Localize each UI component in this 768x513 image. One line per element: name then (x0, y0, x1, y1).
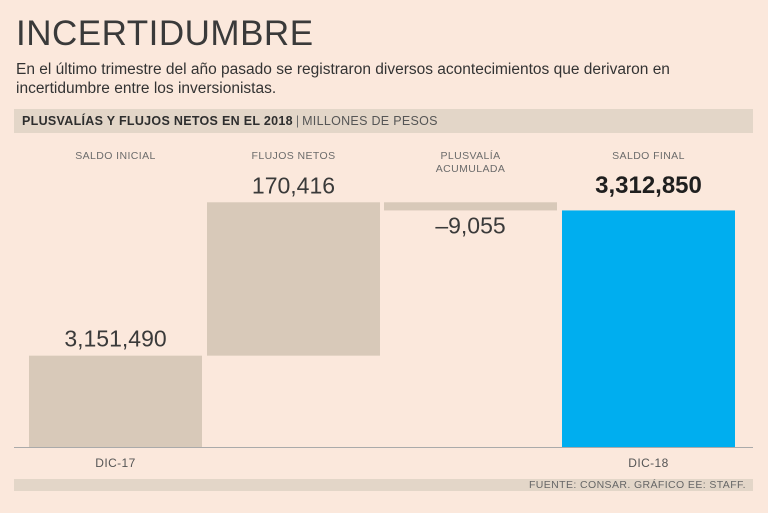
category-label-4: SALDO FINAL (612, 150, 685, 162)
value-label-4: 3,312,850 (595, 172, 702, 199)
category-label-3-line-1: PLUSVALÍA (440, 149, 500, 162)
bar-4 (562, 210, 735, 447)
x-tick-label-4: DIC-18 (628, 456, 668, 470)
source-note: FUENTE: CONSAR. GRÁFICO EE: STAFF. (528, 479, 746, 491)
chart-unit: MILLONES DE PESOS (302, 114, 438, 128)
bar-1 (29, 355, 202, 447)
footer-band (14, 479, 753, 491)
chart-title: PLUSVALÍAS Y FLUJOS NETOS EN EL 2018 (22, 114, 293, 128)
chart-header-text: PLUSVALÍAS Y FLUJOS NETOS EN EL 2018 | MIL… (22, 114, 438, 128)
category-label-3-line-2: ACUMULADA (436, 163, 506, 175)
category-label-2: FLUJOS NETOS (252, 150, 336, 162)
value-label-1: 3,151,490 (64, 326, 166, 352)
value-label-2: 170,416 (252, 172, 335, 198)
x-tick-label-1: DIC-17 (95, 456, 135, 470)
page-subtitle: En el último trimestre del año pasado se… (16, 61, 670, 97)
chart-header-band: PLUSVALÍAS Y FLUJOS NETOS EN EL 2018 | MIL… (14, 109, 753, 133)
bar-3 (384, 202, 557, 211)
chart-title-separator: | (295, 114, 300, 128)
value-label-3: –9,055 (435, 212, 505, 238)
page-title: INCERTIDUMBRE (16, 14, 314, 53)
category-label-1: SALDO INICIAL (75, 150, 155, 162)
bar-2 (207, 202, 380, 356)
